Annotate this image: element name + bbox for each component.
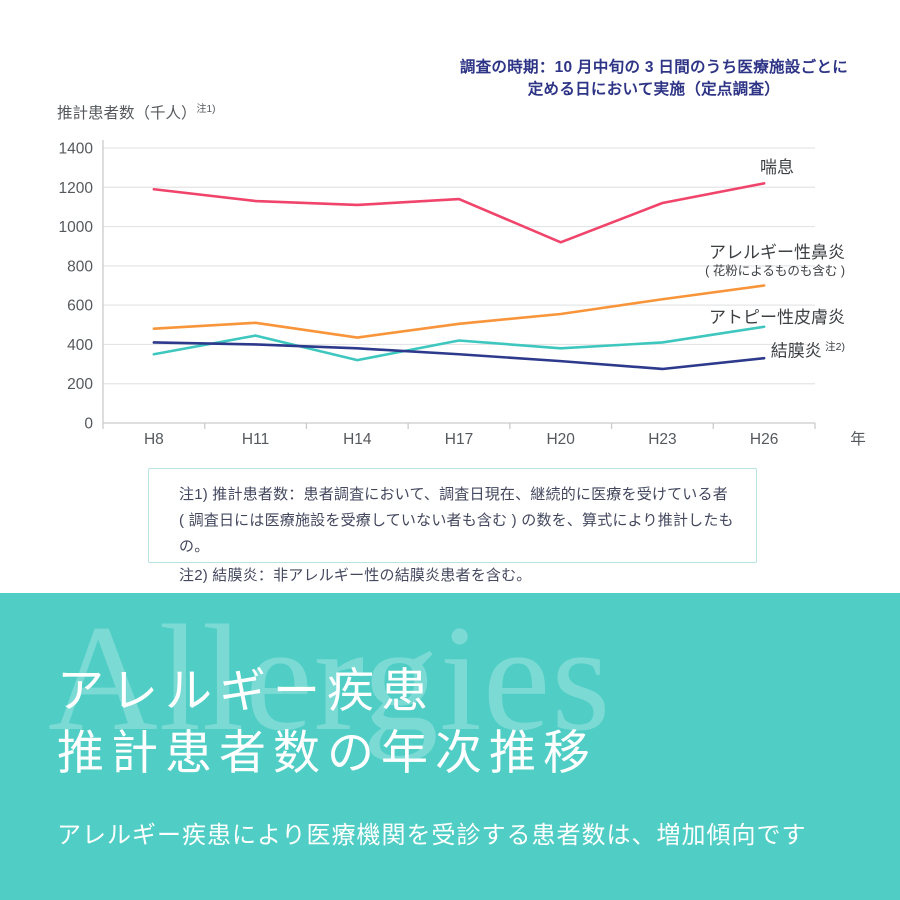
x-tick-label-H11: H11 bbox=[242, 431, 269, 448]
survey-period-note: 調査の時期：10 月中旬の 3 日間のうち医療施設ごとに 定める日において実施（… bbox=[460, 57, 848, 100]
line-chart: 0 200 400 600 800 1000 1200 1400 H8 H11 H14 H17 H20 H… bbox=[59, 140, 866, 448]
series-line-3 bbox=[152, 341, 766, 371]
x-tick-label-H14: H14 bbox=[343, 431, 372, 448]
y-axis-title-footnote-ref: 注1) bbox=[196, 104, 216, 115]
series-label-allergic-rhinitis-subtext: ( 花粉によるものも含む ) bbox=[705, 264, 845, 278]
series-label-allergic-rhinitis: アレルギー性鼻炎 ( 花粉によるものも含む ) bbox=[705, 243, 845, 279]
title-banner: Allergies アレルギー疾患 推計患者数の年次推移 アレルギー疾患により医… bbox=[0, 593, 900, 900]
y-tick-label-1400: 1400 bbox=[59, 141, 94, 158]
banner-watermark: Allergies bbox=[48, 594, 612, 762]
y-tick-label-1000: 1000 bbox=[59, 219, 94, 236]
y-tick-label-1200: 1200 bbox=[59, 180, 94, 197]
series-label-asthma: 喘息 bbox=[760, 158, 794, 178]
y-tick-label-200: 200 bbox=[67, 376, 93, 393]
survey-period-note-line1: 調査の時期：10 月中旬の 3 日間のうち医療施設ごとに bbox=[459, 59, 848, 76]
banner-subtitle: アレルギー疾患により医療機関を受診する患者数は、増加傾向です bbox=[57, 823, 807, 849]
x-axis-unit-label: 年 bbox=[850, 430, 866, 448]
footnote-2: 注2) 結膜炎：非アレルギー性の結膜炎患者を含む。 bbox=[179, 567, 532, 584]
y-axis-title: 推計患者数（千人）注1) bbox=[57, 100, 215, 123]
series-label-atopic-dermatitis: アトピー性皮膚炎 bbox=[709, 308, 845, 328]
series-label-allergic-rhinitis-text: アレルギー性鼻炎 bbox=[709, 243, 845, 262]
banner-background bbox=[0, 593, 900, 900]
series-label-conjunctivitis: 結膜炎 注2) bbox=[771, 337, 845, 362]
footnote-1-line2: ( 調査日には医療施設を受療していない者も含む ) の数を、算式により推計したも… bbox=[179, 512, 734, 555]
series-label-conjunctivitis-footnote-ref: 注2) bbox=[825, 341, 845, 353]
y-axis-title-text: 推計患者数（千人） bbox=[57, 105, 197, 123]
series-label-conjunctivitis-text: 結膜炎 bbox=[770, 341, 822, 361]
y-tick-label-400: 400 bbox=[67, 337, 93, 354]
banner-title-line2: 推計患者数の年次推移 bbox=[57, 728, 597, 780]
x-tick-label-H8: H8 bbox=[144, 431, 164, 448]
x-tick-label-H17: H17 bbox=[445, 431, 473, 448]
x-tick-label-H20: H20 bbox=[546, 431, 575, 448]
y-tick-label-800: 800 bbox=[67, 258, 93, 275]
footnote-box: 注1) 推計患者数：患者調査において、調査日現在、継続的に医療を受けている者 (… bbox=[148, 468, 757, 584]
y-tick-label-600: 600 bbox=[67, 298, 93, 315]
series-label-asthma-text: 喘息 bbox=[760, 158, 794, 177]
series-line-1 bbox=[152, 284, 766, 339]
y-tick-label-0: 0 bbox=[84, 416, 93, 433]
series-label-atopic-dermatitis-text: アトピー性皮膚炎 bbox=[709, 308, 845, 327]
x-tick-label-H23: H23 bbox=[648, 431, 676, 448]
banner-title-line1: アレルギー疾患 bbox=[57, 666, 435, 718]
footnote-1-line1: 注1) 推計患者数：患者調査において、調査日現在、継続的に医療を受けている者 bbox=[179, 486, 728, 503]
x-tick-label-H26: H26 bbox=[750, 431, 778, 448]
series-line-2 bbox=[152, 325, 766, 362]
banner-title: アレルギー疾患 推計患者数の年次推移 bbox=[57, 661, 597, 785]
series-line-0 bbox=[152, 182, 766, 244]
survey-period-note-line2: 定める日において実施（定点調査） bbox=[527, 80, 781, 98]
